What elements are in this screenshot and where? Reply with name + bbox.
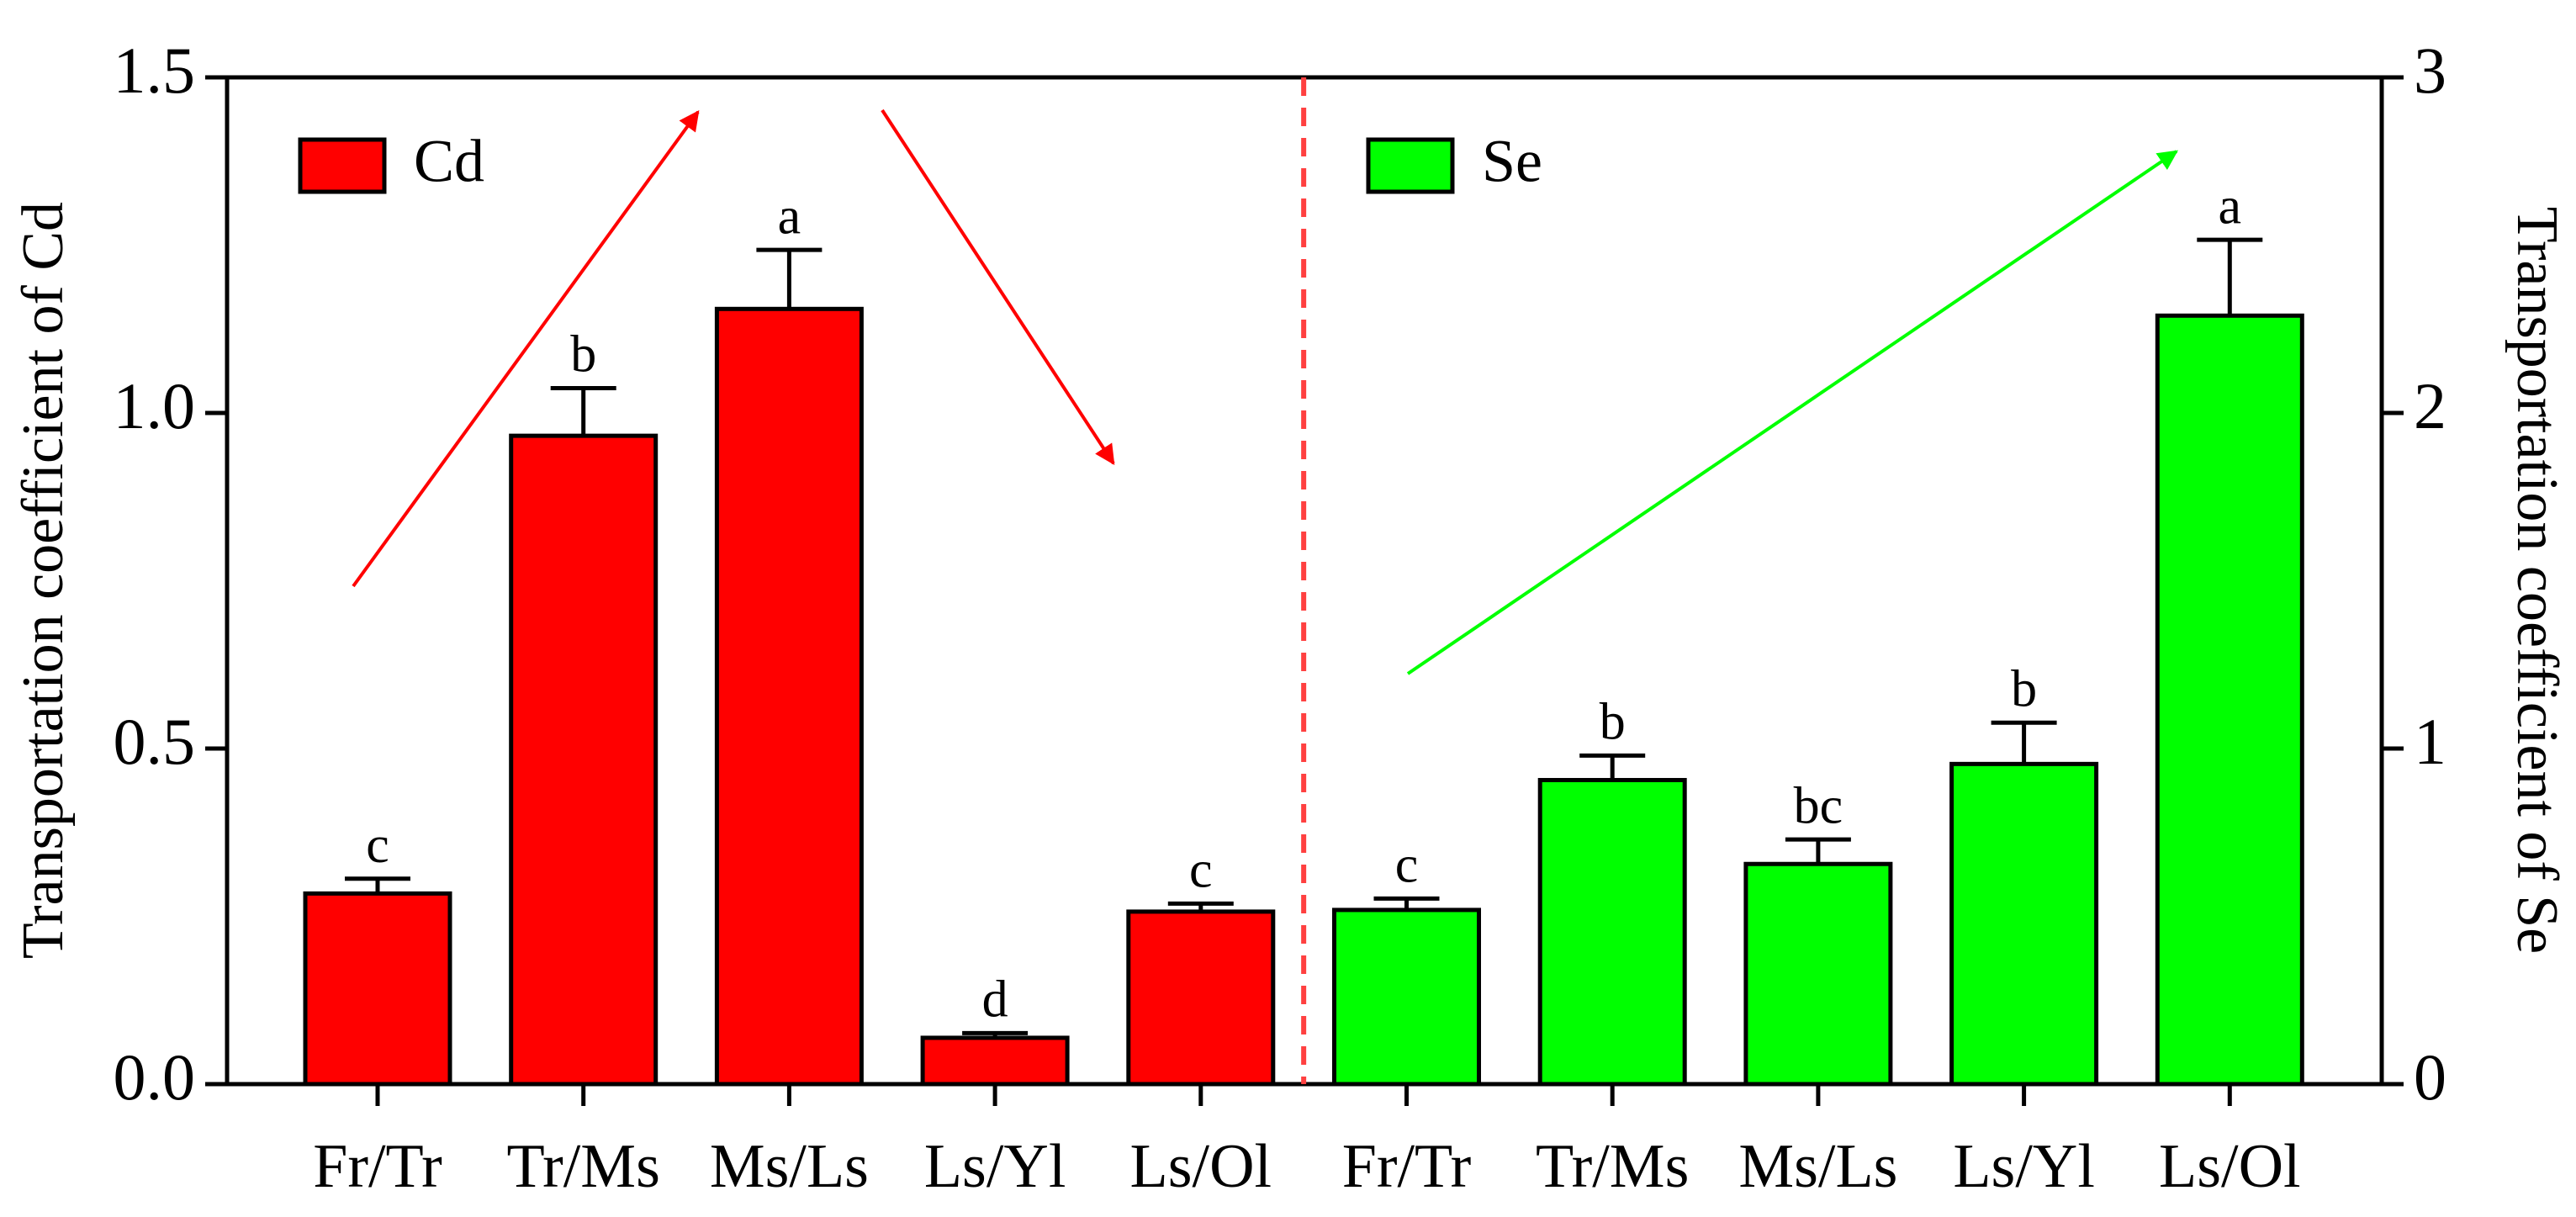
y2-tick-label: 1	[2414, 705, 2446, 778]
x-tick-label: Ls/Yl	[1953, 1132, 2095, 1201]
y-tick-label: 0.0	[114, 1040, 196, 1114]
significance-label: a	[2219, 177, 2242, 235]
significance-label: b	[1600, 694, 1626, 751]
y2-tick-label: 0	[2414, 1040, 2446, 1114]
trend-arrow	[1406, 150, 2178, 675]
y-tick-label: 0.5	[114, 705, 196, 778]
x-tick-label: Fr/Tr	[1342, 1132, 1472, 1201]
legend-swatch	[1366, 137, 1455, 194]
legend-label: Cd	[414, 128, 484, 195]
x-tick-label: Ls/Ol	[2159, 1132, 2301, 1201]
trend-arrow	[352, 110, 700, 588]
bar	[1126, 909, 1276, 1087]
x-tick-label: Ls/Ol	[1130, 1132, 1272, 1201]
bar	[1949, 761, 2099, 1087]
bar	[303, 891, 452, 1087]
x-tick-label: Ls/Yl	[924, 1132, 1066, 1201]
significance-label: b	[570, 326, 596, 384]
bar	[2155, 313, 2304, 1087]
significance-label: a	[778, 188, 801, 245]
bar	[1332, 907, 1481, 1087]
trend-arrow	[881, 108, 1115, 466]
significance-label: b	[2011, 661, 2037, 718]
y2-tick-label: 2	[2414, 369, 2446, 442]
y-tick-label: 1.0	[114, 369, 196, 442]
x-tick-label: Ms/Ls	[1738, 1132, 1897, 1201]
x-tick-label: Ms/Ls	[710, 1132, 869, 1201]
bar	[509, 433, 659, 1087]
significance-label: d	[982, 971, 1008, 1029]
significance-label: c	[1189, 842, 1213, 899]
x-tick-label: Tr/Ms	[506, 1132, 659, 1201]
legend-label: Se	[1482, 128, 1542, 195]
y2-axis-title: Transportation coefficient of Se	[2505, 207, 2569, 954]
y-axis-title: Transportation coefficient of Cd	[11, 202, 76, 959]
significance-label: c	[366, 817, 389, 874]
y2-tick-label: 3	[2414, 34, 2446, 107]
significance-label: c	[1395, 837, 1419, 894]
significance-label: bc	[1794, 777, 1843, 834]
y-tick-label: 1.5	[114, 34, 196, 107]
bar	[1537, 778, 1687, 1087]
bar	[920, 1035, 1070, 1087]
x-tick-label: Fr/Tr	[313, 1132, 442, 1201]
legend-swatch	[298, 137, 387, 194]
bar	[714, 306, 864, 1087]
x-tick-label: Tr/Ms	[1536, 1132, 1689, 1201]
bar	[1743, 861, 1893, 1087]
